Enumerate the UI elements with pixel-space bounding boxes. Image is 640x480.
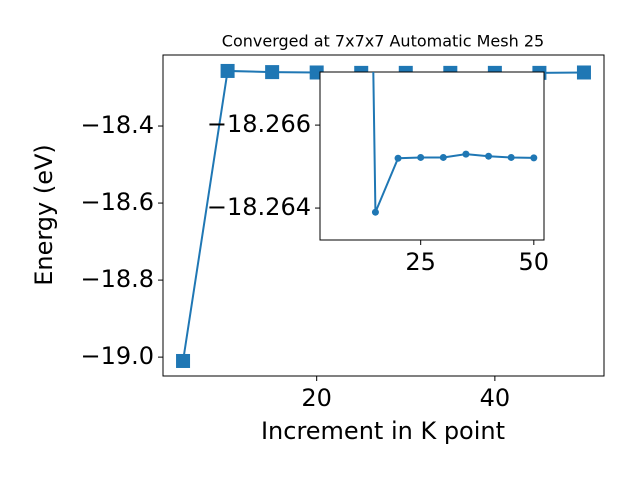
marker (417, 153, 425, 161)
y-tick-label: −18.264 (207, 193, 311, 221)
x-axis-label: Increment in K point (261, 417, 505, 445)
y-tick-label: −19.0 (80, 342, 154, 370)
y-tick-label: −18.6 (80, 188, 154, 216)
line (372, 72, 534, 213)
series-group (371, 72, 538, 216)
x-tick-label: 20 (301, 384, 332, 412)
chart-title: Converged at 7x7x7 Automatic Mesh 25 (222, 32, 544, 51)
marker (176, 353, 191, 368)
x-tick-label: 50 (519, 248, 550, 276)
marker (530, 154, 538, 162)
x-tick-label: 25 (405, 248, 436, 276)
marker (576, 65, 591, 80)
marker (371, 208, 379, 216)
marker (394, 154, 402, 162)
marker (220, 63, 235, 78)
y-tick-label: −18.8 (80, 265, 154, 293)
y-axis-label: Energy (eV) (30, 144, 58, 286)
marker (485, 152, 493, 160)
x-tick-label: 40 (480, 384, 511, 412)
marker (462, 150, 470, 158)
y-tick-label: −18.4 (80, 111, 154, 139)
marker (439, 153, 447, 161)
plot-area (319, 71, 545, 241)
marker (265, 65, 280, 80)
marker (507, 153, 515, 161)
y-tick-label: −18.266 (207, 110, 311, 138)
